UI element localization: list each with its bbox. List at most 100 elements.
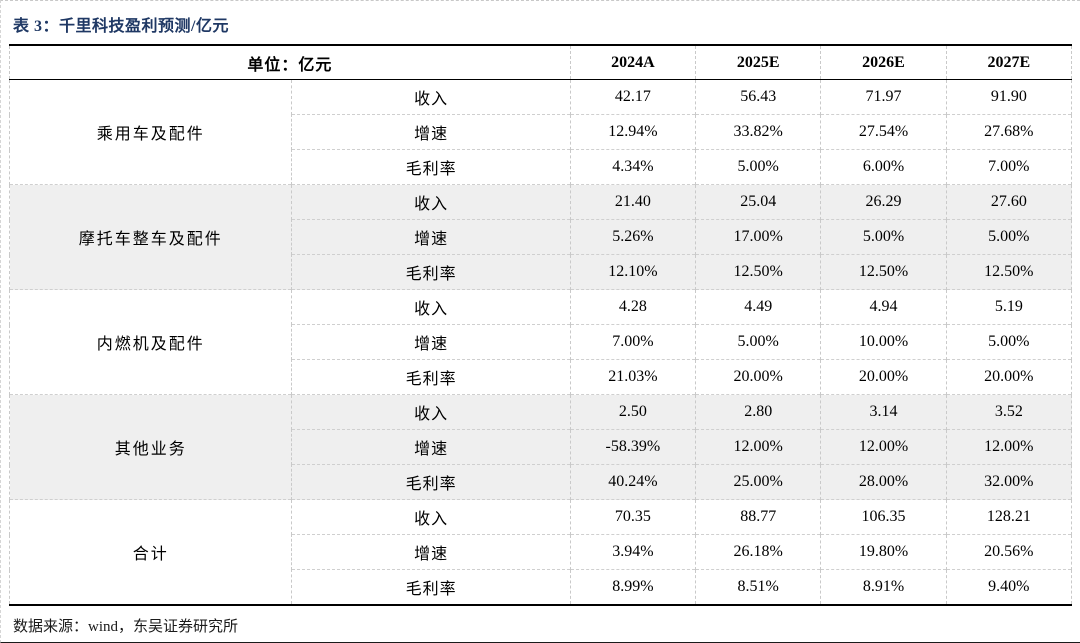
value-cell: 20.00% [695, 359, 822, 395]
table-row: 摩托车整车及配件 收入 21.40 25.04 26.29 27.60 [8, 184, 1073, 290]
value-cell: 3.52 [945, 394, 1073, 430]
value-cell: 3.14 [820, 394, 947, 430]
value-cell: 21.40 [569, 184, 697, 220]
column-header-2025e: 2025E [695, 46, 822, 80]
value-cell: 128.21 [945, 499, 1073, 535]
metric-label: 增速 [291, 219, 571, 255]
source-note: 数据来源：wind，东吴证券研究所 [13, 619, 239, 635]
value-cell: 7.00% [569, 324, 697, 360]
value-cell: 27.60 [945, 184, 1073, 220]
value-cell: 9.40% [945, 569, 1073, 604]
value-cell: 17.00% [695, 219, 822, 255]
table-row: 增速 3.94% 26.18% 19.80% 20.56% [10, 534, 1073, 570]
value-cell: 5.26% [569, 219, 697, 255]
value-cell: 40.24% [569, 464, 697, 500]
value-cell: 12.50% [695, 254, 822, 290]
value-cell: 2.80 [695, 394, 822, 430]
value-cell: 4.28 [569, 289, 697, 325]
value-cell: 28.00% [820, 464, 947, 500]
value-cell: 91.90 [945, 79, 1073, 115]
metric-label: 毛利率 [291, 464, 571, 500]
metric-label: 毛利率 [291, 359, 571, 395]
metric-label: 增速 [291, 429, 571, 465]
value-cell: 12.00% [695, 429, 822, 465]
metric-label: 收入 [291, 289, 571, 325]
value-cell: 88.77 [695, 499, 822, 535]
value-cell: 2.50 [569, 394, 697, 430]
table-header-row: 单位：亿元 2024A 2025E 2026E 2027E [9, 46, 1073, 80]
metric-label: 毛利率 [291, 254, 571, 290]
value-cell: 106.35 [820, 499, 947, 535]
value-cell: -58.39% [569, 429, 697, 465]
metric-label: 收入 [291, 394, 571, 430]
table-row: 其他业务 收入 2.50 2.80 3.14 3.52 [8, 394, 1073, 500]
value-cell: 25.04 [695, 184, 822, 220]
table-title-bar: 表 3：千里科技盈利预测/亿元 [1, 1, 1080, 44]
table-title: 表 3：千里科技盈利预测/亿元 [13, 18, 229, 35]
table-row: 毛利率 40.24% 25.00% 28.00% 32.00% [10, 464, 1073, 500]
column-header-2024a: 2024A [569, 46, 697, 80]
source-note-bar: 数据来源：wind，东吴证券研究所 [1, 606, 1080, 642]
value-cell: 21.03% [569, 359, 697, 395]
value-cell: 70.35 [569, 499, 697, 535]
value-cell: 27.54% [820, 114, 947, 150]
unit-label: 单位：亿元 [9, 46, 571, 80]
value-cell: 12.94% [569, 114, 697, 150]
value-cell: 19.80% [820, 534, 947, 570]
segment-label: 其他业务 [8, 394, 293, 500]
metric-label: 收入 [291, 499, 571, 535]
forecast-table-wrapper: 单位：亿元 2024A 2025E 2026E 2027E 乘用车及配件 收入 42… [8, 44, 1073, 606]
segment-label: 摩托车整车及配件 [8, 184, 293, 290]
column-header-2026e: 2026E [820, 46, 947, 80]
value-cell: 20.56% [945, 534, 1073, 570]
value-cell: 5.00% [695, 149, 822, 185]
table-row: 乘用车及配件 收入 42.17 56.43 71.97 91.90 [8, 79, 1073, 185]
value-cell: 6.00% [820, 149, 947, 185]
metric-label: 增速 [291, 534, 571, 570]
value-cell: 56.43 [695, 79, 822, 115]
metric-label: 增速 [291, 114, 571, 150]
value-cell: 12.50% [945, 254, 1073, 290]
value-cell: 71.97 [820, 79, 947, 115]
table-row: 增速 5.26% 17.00% 5.00% 5.00% [10, 219, 1073, 255]
table-row: 增速 12.94% 33.82% 27.54% 27.68% [10, 114, 1073, 150]
table-row: 毛利率 21.03% 20.00% 20.00% 20.00% [10, 359, 1073, 395]
table-row: 合计 收入 70.35 88.77 106.35 128.21 [8, 499, 1073, 604]
column-header-2027e: 2027E [945, 46, 1073, 80]
value-cell: 4.34% [569, 149, 697, 185]
table-body: 乘用车及配件 收入 42.17 56.43 71.97 91.90 增速 12.94% 33.8… [8, 79, 1073, 604]
table-row: 毛利率 4.34% 5.00% 6.00% 7.00% [10, 149, 1073, 185]
value-cell: 12.00% [820, 429, 947, 465]
table-row: 增速 7.00% 5.00% 10.00% 5.00% [10, 324, 1073, 360]
table-row: 毛利率 12.10% 12.50% 12.50% 12.50% [10, 254, 1073, 290]
value-cell: 25.00% [695, 464, 822, 500]
value-cell: 12.10% [569, 254, 697, 290]
metric-label: 毛利率 [291, 149, 571, 185]
metric-label: 收入 [291, 184, 571, 220]
value-cell: 8.51% [695, 569, 822, 604]
table-row: 毛利率 8.99% 8.51% 8.91% 9.40% [10, 569, 1073, 604]
value-cell: 26.29 [820, 184, 947, 220]
value-cell: 8.99% [569, 569, 697, 604]
value-cell: 20.00% [820, 359, 947, 395]
table-row: 增速 -58.39% 12.00% 12.00% 12.00% [10, 429, 1073, 465]
value-cell: 33.82% [695, 114, 822, 150]
value-cell: 4.49 [695, 289, 822, 325]
value-cell: 3.94% [569, 534, 697, 570]
value-cell: 5.00% [820, 219, 947, 255]
value-cell: 26.18% [695, 534, 822, 570]
segment-label: 合计 [8, 499, 293, 604]
value-cell: 8.91% [820, 569, 947, 604]
value-cell: 27.68% [945, 114, 1073, 150]
value-cell: 7.00% [945, 149, 1073, 185]
value-cell: 4.94 [820, 289, 947, 325]
value-cell: 42.17 [569, 79, 697, 115]
segment-label: 内燃机及配件 [8, 289, 293, 395]
value-cell: 5.00% [945, 324, 1073, 360]
value-cell: 5.00% [695, 324, 822, 360]
segment-label: 乘用车及配件 [8, 79, 293, 185]
forecast-table: 单位：亿元 2024A 2025E 2026E 2027E 乘用车及配件 收入 42… [8, 46, 1073, 604]
value-cell: 5.19 [945, 289, 1073, 325]
metric-label: 收入 [291, 79, 571, 115]
